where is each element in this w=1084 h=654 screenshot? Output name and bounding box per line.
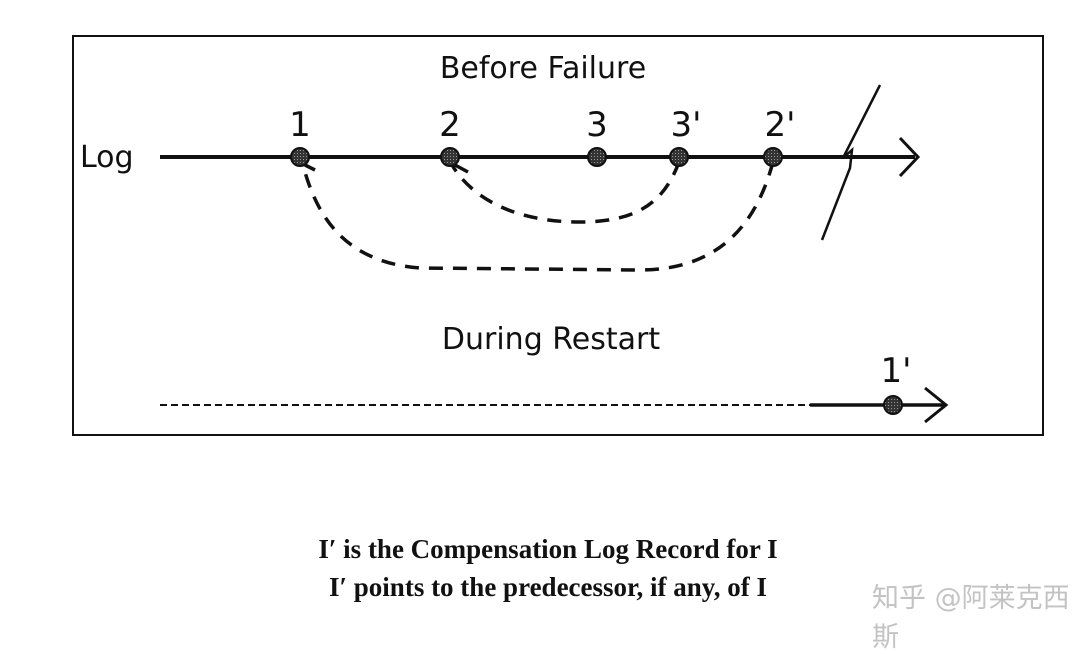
point-label: 3' — [671, 105, 702, 145]
log-diagram: Before Failure Log 1 2 3 3' 2' During Re… — [72, 35, 1044, 436]
restart-arrowhead — [924, 386, 949, 424]
log-record-3: 3 — [586, 105, 608, 167]
log-record-2: 2 — [439, 105, 461, 167]
log-record-1: 1 — [289, 105, 311, 167]
log-label: Log — [80, 140, 134, 175]
point-label: 2' — [765, 105, 796, 145]
arrow-tip-1 — [304, 163, 316, 172]
caption-line-2: I′ points to the predecessor, if any, of… — [328, 572, 768, 602]
watermark: 知乎 @阿莱克西斯 — [872, 583, 1070, 653]
point-label: 1 — [289, 105, 311, 145]
diagram-frame — [72, 35, 1044, 436]
failure-lightning-icon — [820, 84, 882, 241]
point-label: 1' — [881, 351, 912, 391]
log-record-1prime: 1' — [881, 351, 912, 415]
during-restart-title: During Restart — [442, 322, 660, 357]
pointer-3prime-to-2 — [450, 161, 681, 224]
point-label: 3 — [586, 105, 608, 145]
arrow-tip-2 — [454, 163, 469, 174]
log-arrowhead — [898, 136, 921, 178]
pointer-2prime-to-1 — [301, 161, 775, 272]
point-label: 2 — [439, 105, 461, 145]
log-record-3prime: 3' — [669, 105, 702, 167]
before-failure-title: Before Failure — [440, 51, 646, 86]
log-record-2prime: 2' — [763, 105, 796, 167]
caption-line-1: I′ is the Compensation Log Record for I — [318, 534, 778, 564]
